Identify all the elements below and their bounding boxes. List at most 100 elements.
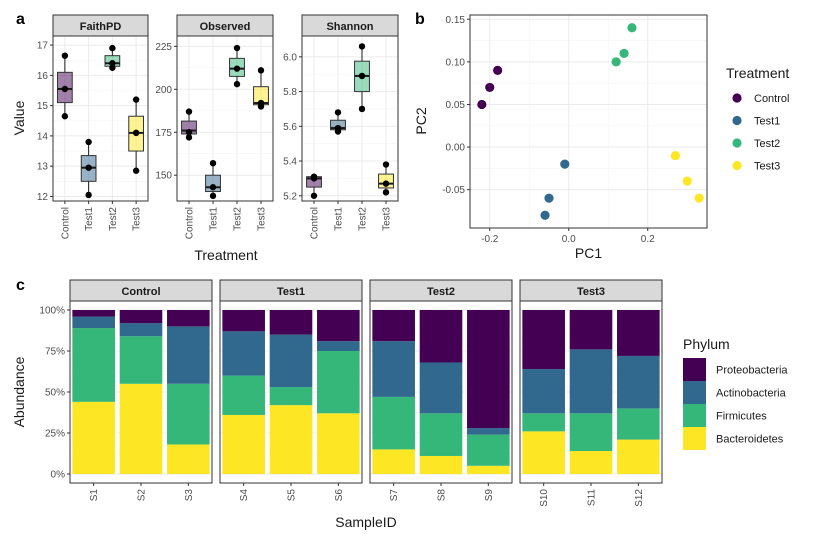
data-point	[209, 192, 217, 200]
bar-segment-proteobacteria	[467, 310, 510, 429]
scatter-point-control	[477, 99, 487, 110]
legend-title: Phylum	[683, 336, 730, 352]
x-tick-label: S2	[137, 489, 148, 502]
facet-title: Observed	[200, 21, 251, 33]
legend-label: Firmicutes	[716, 411, 767, 423]
x-tick-label: Control	[185, 207, 196, 239]
x-tick-label: Test2	[358, 207, 369, 231]
bar-segment-bacteroidetes	[72, 401, 115, 474]
x-tick-label: Test1	[209, 207, 220, 231]
data-point	[233, 80, 241, 88]
x-tick-label: S7	[389, 489, 400, 502]
x-tick-label: S6	[334, 489, 345, 502]
y-tick-label: 12	[37, 192, 49, 203]
legend-key-test2	[732, 138, 742, 148]
data-point	[132, 96, 140, 103]
y-tick-label: 100%	[39, 306, 65, 317]
x-tick-label: Test3	[132, 207, 143, 231]
scatter-point-test3	[694, 193, 704, 203]
panel-border	[469, 14, 708, 229]
y-tick-label: 0%	[51, 470, 66, 481]
panel-background	[470, 15, 707, 228]
bar-segment-actinobacteria	[419, 362, 463, 414]
bar-segment-proteobacteria	[317, 310, 360, 342]
scatter-point-test2	[619, 48, 629, 58]
data-point	[85, 164, 92, 171]
alpha-diversity-boxplots: FaithPD 12 13 14 15 16 17 Control Test1 Test2 Test…	[11, 14, 399, 263]
data-point	[358, 72, 366, 80]
x-tick-label: Test2	[233, 207, 244, 231]
y-tick-label: 225	[155, 42, 172, 53]
data-point	[109, 44, 116, 52]
bar-segment-firmicutes	[167, 383, 210, 445]
legend-label: Test2	[754, 138, 780, 150]
scatter-point-test1	[544, 193, 554, 203]
y-axis-title: PC2	[413, 107, 429, 134]
panel-border	[52, 35, 149, 202]
data-point	[185, 129, 193, 136]
x-tick-label: S5	[287, 489, 298, 502]
data-point	[85, 191, 92, 199]
bar-segment-bacteroidetes	[569, 451, 613, 474]
data-point	[185, 108, 193, 115]
pca-scatter-plot: -0.2 0.0 0.2 -0.05 0.00 0.05 0.10 0.15 PC1 PC2 Tre…	[413, 14, 789, 261]
bar-segment-actinobacteria	[617, 355, 660, 409]
y-tick-label: 25%	[45, 429, 65, 440]
x-tick-label: S9	[484, 489, 495, 502]
bar-segment-firmicutes	[119, 336, 163, 384]
bar-segment-firmicutes	[317, 351, 360, 414]
data-point	[85, 138, 92, 146]
panel-border	[69, 300, 213, 484]
panel-label-b: b	[415, 11, 425, 28]
scatter-point-test1	[560, 159, 570, 169]
y-tick-label: -0.05	[442, 185, 465, 196]
x-tick-label: S8	[437, 489, 448, 502]
y-tick-label: 0.05	[446, 100, 466, 111]
x-tick-label: S4	[239, 489, 250, 502]
legend-label: Control	[754, 93, 789, 105]
bar-segment-firmicutes	[419, 413, 463, 456]
legend-key-test1	[732, 115, 742, 126]
panel-background	[177, 36, 273, 201]
bar-segment-proteobacteria	[119, 310, 163, 324]
bar-segment-actinobacteria	[569, 349, 613, 414]
bar-segment-firmicutes	[222, 375, 265, 415]
bar-segment-proteobacteria	[167, 310, 210, 327]
scatter-point-test2	[627, 23, 637, 33]
facet-title: Control	[121, 286, 160, 298]
data-point	[209, 184, 217, 191]
bar-segment-bacteroidetes	[419, 455, 463, 474]
y-tick-label: 75%	[45, 347, 65, 358]
x-tick-label: Test1	[334, 207, 345, 231]
panel-border	[369, 300, 513, 484]
data-point	[382, 180, 390, 187]
facet-title: Test3	[577, 286, 605, 298]
x-tick-label: 0.2	[641, 234, 655, 245]
data-point	[209, 159, 217, 167]
legend-title: Treatment	[726, 65, 789, 81]
data-point	[233, 44, 241, 52]
bar-segment-bacteroidetes	[167, 444, 210, 474]
panel-border	[176, 35, 274, 202]
data-point	[61, 85, 69, 93]
bar-segment-bacteroidetes	[467, 465, 510, 474]
bar-segment-proteobacteria	[372, 310, 415, 342]
legend-key-bacteroidetes	[683, 427, 706, 450]
data-point	[61, 113, 69, 120]
y-tick-label: 14	[37, 131, 49, 142]
data-point	[132, 167, 140, 174]
y-tick-label: 13	[37, 162, 49, 173]
legend-label: Actinobacteria	[716, 388, 787, 400]
bar-segment-proteobacteria	[419, 310, 463, 363]
x-tick-label: Control	[60, 207, 71, 239]
scatter-point-control	[485, 82, 495, 93]
facet-title: Test1	[277, 286, 305, 298]
bar-segment-actinobacteria	[269, 334, 313, 388]
x-tick-label: -0.2	[481, 234, 499, 245]
data-point	[382, 189, 390, 196]
x-tick-label: S11	[587, 489, 598, 506]
data-point	[257, 67, 265, 74]
x-tick-label: S10	[539, 489, 550, 507]
